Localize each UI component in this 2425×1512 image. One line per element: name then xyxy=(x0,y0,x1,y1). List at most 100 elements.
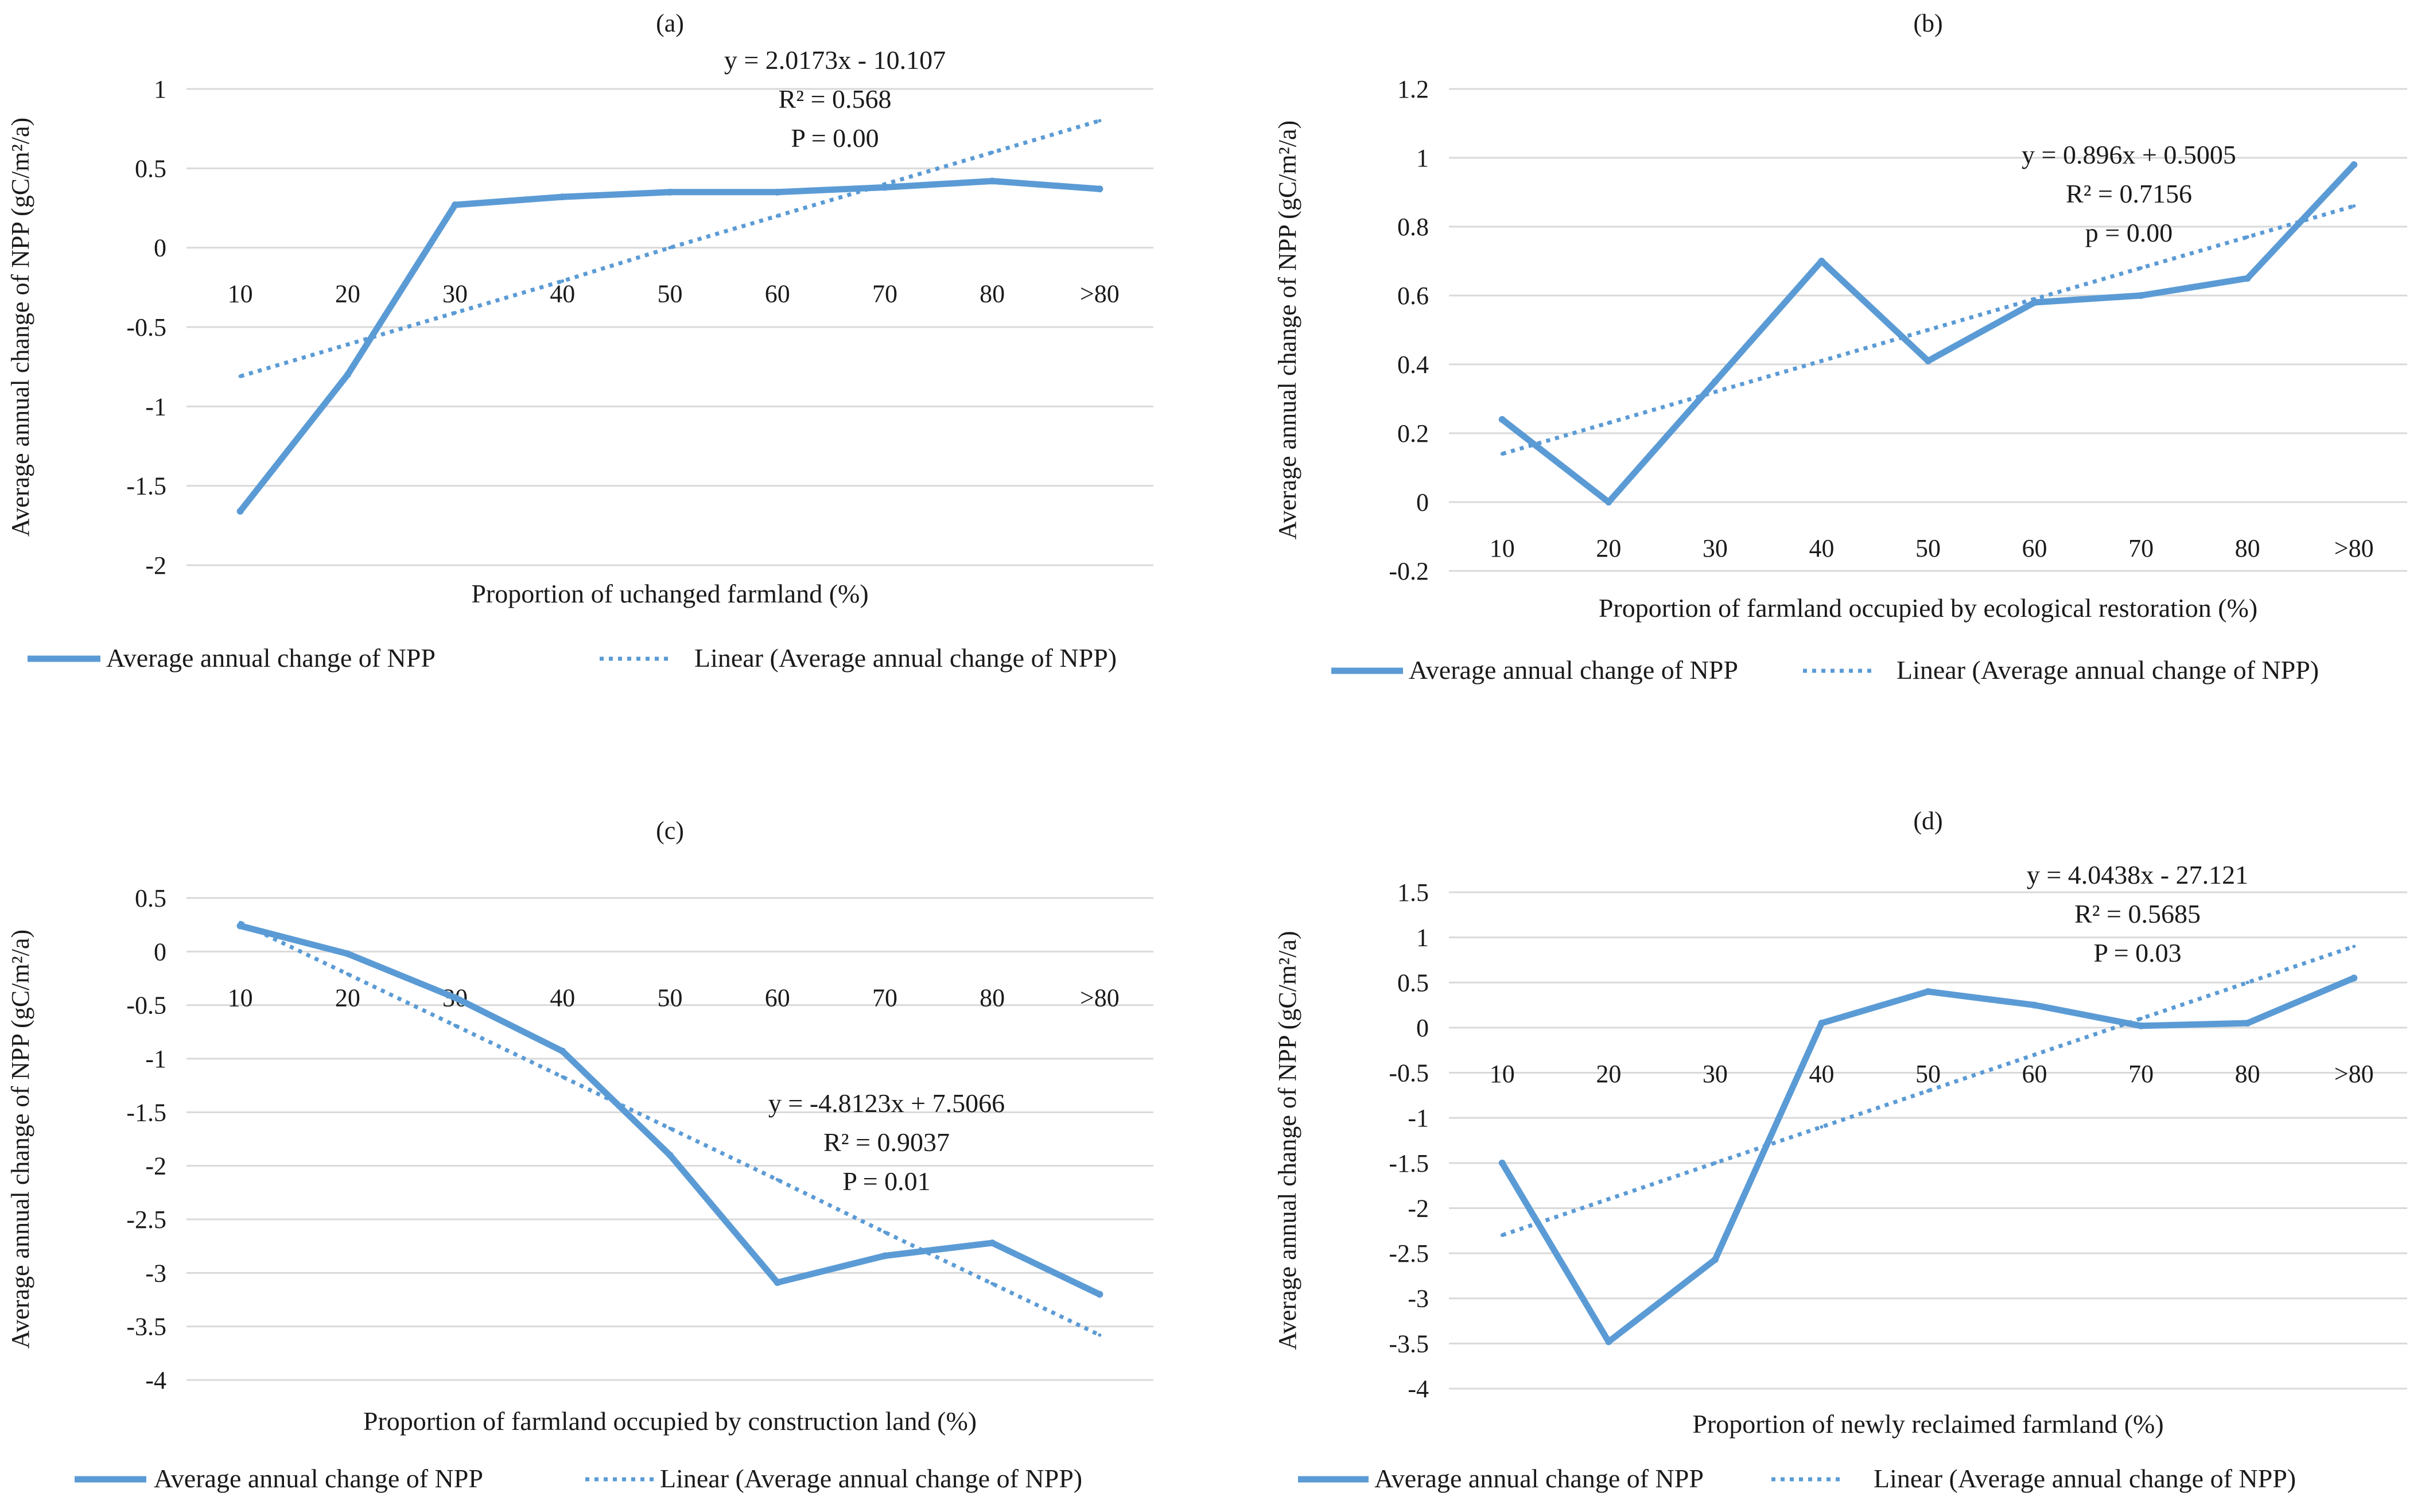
trendline-series xyxy=(1501,944,2355,1237)
x-tick-label: 20 xyxy=(335,280,360,308)
panel-title: (d) xyxy=(1913,807,1942,835)
legend-label: Linear (Average annual change of NPP) xyxy=(1874,1464,2296,1493)
y-tick-label: -2.5 xyxy=(126,1206,166,1234)
data-point xyxy=(2350,974,2358,982)
data-point xyxy=(1925,357,1932,364)
y-tick-label: -1.5 xyxy=(126,1098,166,1126)
y-tick-label: -0.5 xyxy=(126,992,166,1020)
y-tick-label: -2 xyxy=(145,1152,166,1180)
trendline-point xyxy=(883,1230,887,1234)
x-tick-label: 70 xyxy=(2128,534,2154,562)
panel-title: (b) xyxy=(1913,9,1942,37)
trendline-point xyxy=(1926,1089,1930,1093)
trendline-point xyxy=(668,246,672,250)
x-tick-label: 20 xyxy=(1596,534,1621,562)
data-point xyxy=(774,1279,781,1286)
x-tick-label: 60 xyxy=(2022,534,2047,562)
trendline-point xyxy=(1098,1333,1102,1337)
y-tick-label: 0 xyxy=(1416,488,1429,516)
y-tick-label: 0 xyxy=(154,938,166,966)
y-tick-label: -3.5 xyxy=(1389,1330,1429,1358)
x-tick-label: 10 xyxy=(228,984,253,1012)
trendline-point xyxy=(1713,1161,1717,1165)
trendline-point xyxy=(2139,1017,2143,1021)
trend-annotation-line: R² = 0.7156 xyxy=(2066,179,2192,208)
data-point xyxy=(559,193,566,201)
trendline-point xyxy=(990,1282,994,1285)
x-tick-label: 80 xyxy=(2235,534,2260,562)
data-point xyxy=(2031,1001,2038,1009)
x-tick-label: 50 xyxy=(1915,534,1941,562)
legend-label: Linear (Average annual change of NPP) xyxy=(1897,655,2319,685)
trendline-point xyxy=(1713,390,1717,394)
data-point xyxy=(1605,1338,1612,1346)
y-tick-label: -4 xyxy=(1408,1375,1429,1403)
y-tick-label: 0.6 xyxy=(1397,282,1429,310)
panel-title: (c) xyxy=(656,817,684,845)
x-tick-label: 40 xyxy=(1809,1060,1834,1088)
data-point xyxy=(2138,292,2145,299)
y-tick-label: 0 xyxy=(1416,1014,1429,1042)
x-axis-label: Proportion of newly reclaimed farmland (… xyxy=(1692,1409,2163,1439)
data-point xyxy=(1605,499,1612,506)
y-tick-label: -1 xyxy=(145,1045,166,1073)
x-tick-label: 30 xyxy=(1703,534,1728,562)
data-point xyxy=(1711,378,1719,385)
npp-series-line xyxy=(1499,161,2357,506)
y-tick-label: -1.5 xyxy=(126,472,166,500)
x-tick-label: 70 xyxy=(872,984,897,1012)
trendline-series xyxy=(239,118,1101,379)
trend-annotation-line: P = 0.01 xyxy=(842,1167,930,1196)
data-point xyxy=(1096,185,1103,193)
y-axis-label: Average annual change of NPP (gC/m²/a) xyxy=(1273,931,1301,1350)
x-tick-label: 30 xyxy=(442,280,468,308)
data-point xyxy=(559,1047,566,1055)
data-point xyxy=(1498,1159,1506,1167)
y-tick-label: -2 xyxy=(145,551,166,580)
trendline-point xyxy=(2139,266,2143,270)
x-tick-label: 70 xyxy=(872,280,897,308)
legend-label: Average annual change of NPP xyxy=(154,1464,483,1493)
y-axis-label: Average annual change of NPP (gC/m²/a) xyxy=(1273,121,1301,539)
trendline-point xyxy=(1820,1125,1824,1129)
trendline-point xyxy=(2033,297,2037,301)
trendline-point xyxy=(775,214,779,218)
y-tick-label: 0.5 xyxy=(135,884,166,912)
trend-annotation-line: R² = 0.5685 xyxy=(2074,899,2201,928)
y-axis-label: Average annual change of NPP (gC/m²/a) xyxy=(6,930,34,1348)
y-tick-label: -0.5 xyxy=(126,313,166,341)
data-point xyxy=(1818,1020,1825,1027)
y-tick-label: -1 xyxy=(145,392,166,421)
x-tick-label: 10 xyxy=(1490,1060,1515,1088)
data-point xyxy=(452,994,459,1001)
x-tick-label: 40 xyxy=(550,280,575,308)
trendline-point xyxy=(345,343,349,347)
x-tick-label: >80 xyxy=(1080,280,1120,308)
data-point xyxy=(452,201,459,208)
y-tick-label: 1 xyxy=(1416,144,1429,172)
trendline-point xyxy=(561,279,565,283)
trendline-point xyxy=(1500,452,1504,456)
data-point xyxy=(2350,161,2358,168)
trendline-point xyxy=(1820,359,1824,363)
y-tick-label: 1 xyxy=(154,75,166,103)
x-axis-label: Proportion of farmland occupied by const… xyxy=(363,1406,977,1436)
data-point xyxy=(774,188,781,196)
data-point xyxy=(1818,258,1825,265)
x-axis-label: Proportion of farmland occupied by ecolo… xyxy=(1599,593,2257,623)
trendline-point xyxy=(2352,944,2356,949)
x-tick-label: 50 xyxy=(1915,1060,1941,1088)
legend-label: Average annual change of NPP xyxy=(1374,1464,1704,1493)
y-tick-label: -2 xyxy=(1408,1194,1429,1222)
x-tick-label: 50 xyxy=(658,280,683,308)
y-tick-label: 0.2 xyxy=(1397,419,1429,448)
trendline-point xyxy=(2352,204,2356,208)
trendline-point xyxy=(1607,421,1611,425)
y-tick-label: 1 xyxy=(1416,924,1429,952)
x-tick-label: 60 xyxy=(765,984,790,1012)
y-tick-label: 0 xyxy=(154,234,166,262)
data-point xyxy=(1925,988,1932,995)
panel-b: (b) 1.2 1 0.8 0.6 0.4 0.2 0 -0.2 10 20 30 40 50 60 70 80… xyxy=(1273,9,2407,685)
npp-series-line xyxy=(1499,974,2357,1345)
